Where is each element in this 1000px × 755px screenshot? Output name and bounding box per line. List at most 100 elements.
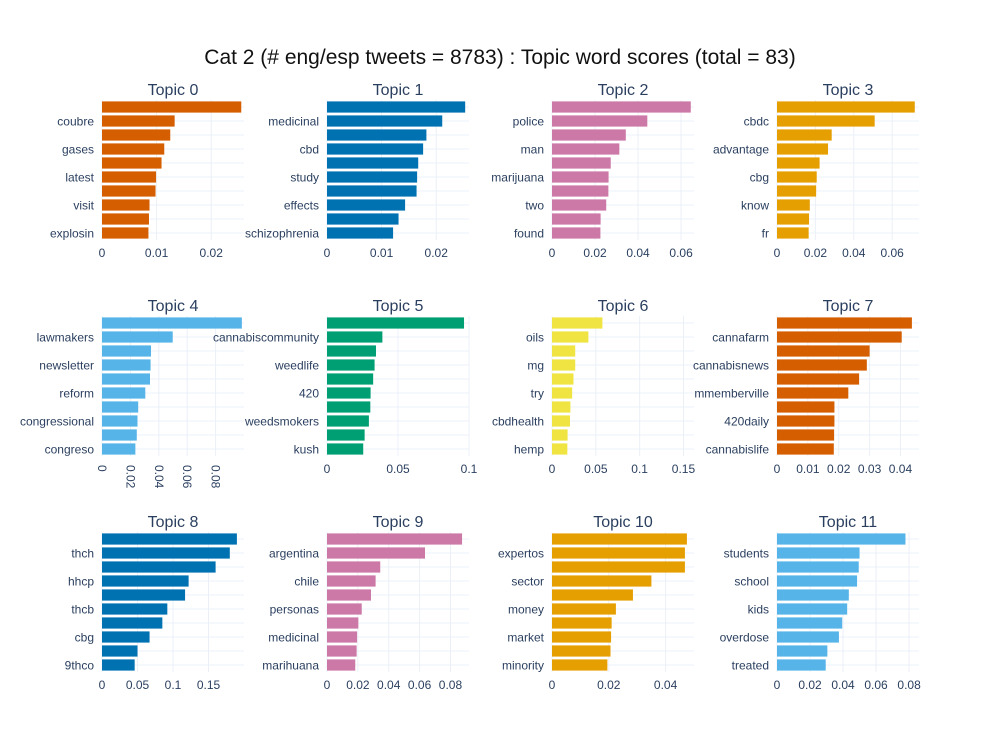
bar [552, 331, 589, 343]
y-tick-label: cannafarm [712, 331, 769, 345]
y-tick-label: treated [732, 659, 769, 673]
bar [777, 603, 848, 615]
x-tick-label: 0.04 [831, 678, 855, 692]
y-tick-label: lawmakers [37, 331, 94, 345]
bar [552, 415, 570, 427]
bar [777, 157, 820, 169]
subplot-topic-3: fr know cbg advantage cbdc 0 0.02 0.04 0.06 Topic… [713, 82, 919, 260]
y-tick-label: cbdhealth [492, 415, 544, 429]
bar [777, 589, 849, 601]
bar [552, 387, 573, 399]
subplot-title: Topic 7 [823, 298, 874, 315]
y-tick-label: medicinal [268, 631, 319, 645]
x-tick-label: 0.04 [654, 678, 678, 692]
bar [777, 443, 834, 455]
bar [102, 645, 138, 657]
subplot-topic-1: schizophrenia effects study cbd medicinal 0 0.… [245, 82, 469, 260]
bar [102, 227, 149, 239]
x-tick-label: 0.03 [858, 462, 882, 476]
bar [327, 143, 424, 155]
subplot-title: Topic 4 [148, 298, 199, 315]
y-tick-label: marijuana [491, 171, 544, 185]
bar [552, 227, 601, 239]
y-tick-label: coubre [57, 115, 94, 129]
y-tick-label: thcb [71, 603, 94, 617]
subplot-title: Topic 3 [823, 82, 874, 99]
bar [102, 589, 186, 601]
bar [777, 415, 835, 427]
y-tick-label: minority [502, 659, 544, 673]
y-tick-label: cbd [300, 143, 319, 157]
x-tick-label: 0.1 [165, 678, 182, 692]
x-tick-label: 0 [99, 246, 106, 260]
bar [777, 101, 915, 113]
bar [102, 429, 137, 441]
y-tick-label: marihuana [262, 659, 319, 673]
x-tick-label: 0.02 [827, 462, 851, 476]
bar [327, 101, 466, 113]
bar [552, 561, 685, 573]
x-tick-label: 0.08 [897, 678, 921, 692]
subplot-title: Topic 10 [593, 514, 653, 531]
y-tick-label: fr [762, 227, 769, 241]
bar [777, 143, 829, 155]
x-tick-label: 0.04 [377, 678, 401, 692]
y-tick-label: hhcp [68, 575, 94, 589]
bar [102, 345, 151, 357]
subplot-title: Topic 8 [148, 514, 199, 531]
x-tick-label: 0 [549, 678, 556, 692]
y-tick-label: police [513, 115, 545, 129]
bar [552, 429, 568, 441]
bar [327, 589, 371, 601]
subplot-title: Topic 5 [373, 298, 424, 315]
bar [102, 129, 171, 141]
x-tick-label: 0 [549, 246, 556, 260]
bar [777, 659, 826, 671]
bar [327, 631, 358, 643]
bar [327, 171, 418, 183]
bar [102, 199, 150, 211]
bar [777, 617, 843, 629]
bar [777, 561, 859, 573]
bar [552, 129, 626, 141]
subplot-topic-6: hemp cbdhealth try mg oils 0 0.05 0.1 0.15 Topic … [492, 298, 696, 476]
x-tick-label: 0.06 [180, 465, 194, 489]
bar [102, 603, 168, 615]
y-tick-label: weedsmokers [244, 415, 319, 429]
bar [552, 115, 648, 127]
bar [777, 317, 912, 329]
y-tick-label: study [290, 171, 319, 185]
bar [327, 373, 374, 385]
subplot-grid: explosin visit latest gases coubre 0 0.01 0.02 T… [20, 82, 921, 692]
y-tick-label: 9thco [65, 659, 95, 673]
bar [327, 199, 406, 211]
bar [102, 157, 162, 169]
bar [327, 317, 465, 329]
bar [777, 373, 860, 385]
subplot-topic-9: marihuana medicinal personas chile argentina… [262, 514, 469, 692]
bar [102, 443, 136, 455]
x-tick-label: 0 [99, 678, 106, 692]
bar [102, 213, 149, 225]
y-tick-label: try [531, 387, 544, 401]
x-tick-label: 0.06 [408, 678, 432, 692]
x-tick-label: 0 [324, 678, 331, 692]
subplot-title: Topic 1 [373, 82, 424, 99]
bar [327, 213, 399, 225]
bar [552, 143, 620, 155]
bar [552, 645, 611, 657]
bar [327, 443, 364, 455]
bar [327, 115, 443, 127]
x-tick-label: 0.02 [200, 246, 224, 260]
bar [327, 659, 356, 671]
y-tick-label: personas [270, 603, 319, 617]
bar [777, 129, 832, 141]
bar [327, 359, 375, 371]
bar [552, 631, 612, 643]
y-tick-label: sector [511, 575, 544, 589]
y-tick-label: students [724, 547, 769, 561]
x-tick-label: 0 [95, 465, 109, 472]
bar [552, 199, 607, 211]
bar [327, 617, 359, 629]
y-tick-label: thch [71, 547, 94, 561]
